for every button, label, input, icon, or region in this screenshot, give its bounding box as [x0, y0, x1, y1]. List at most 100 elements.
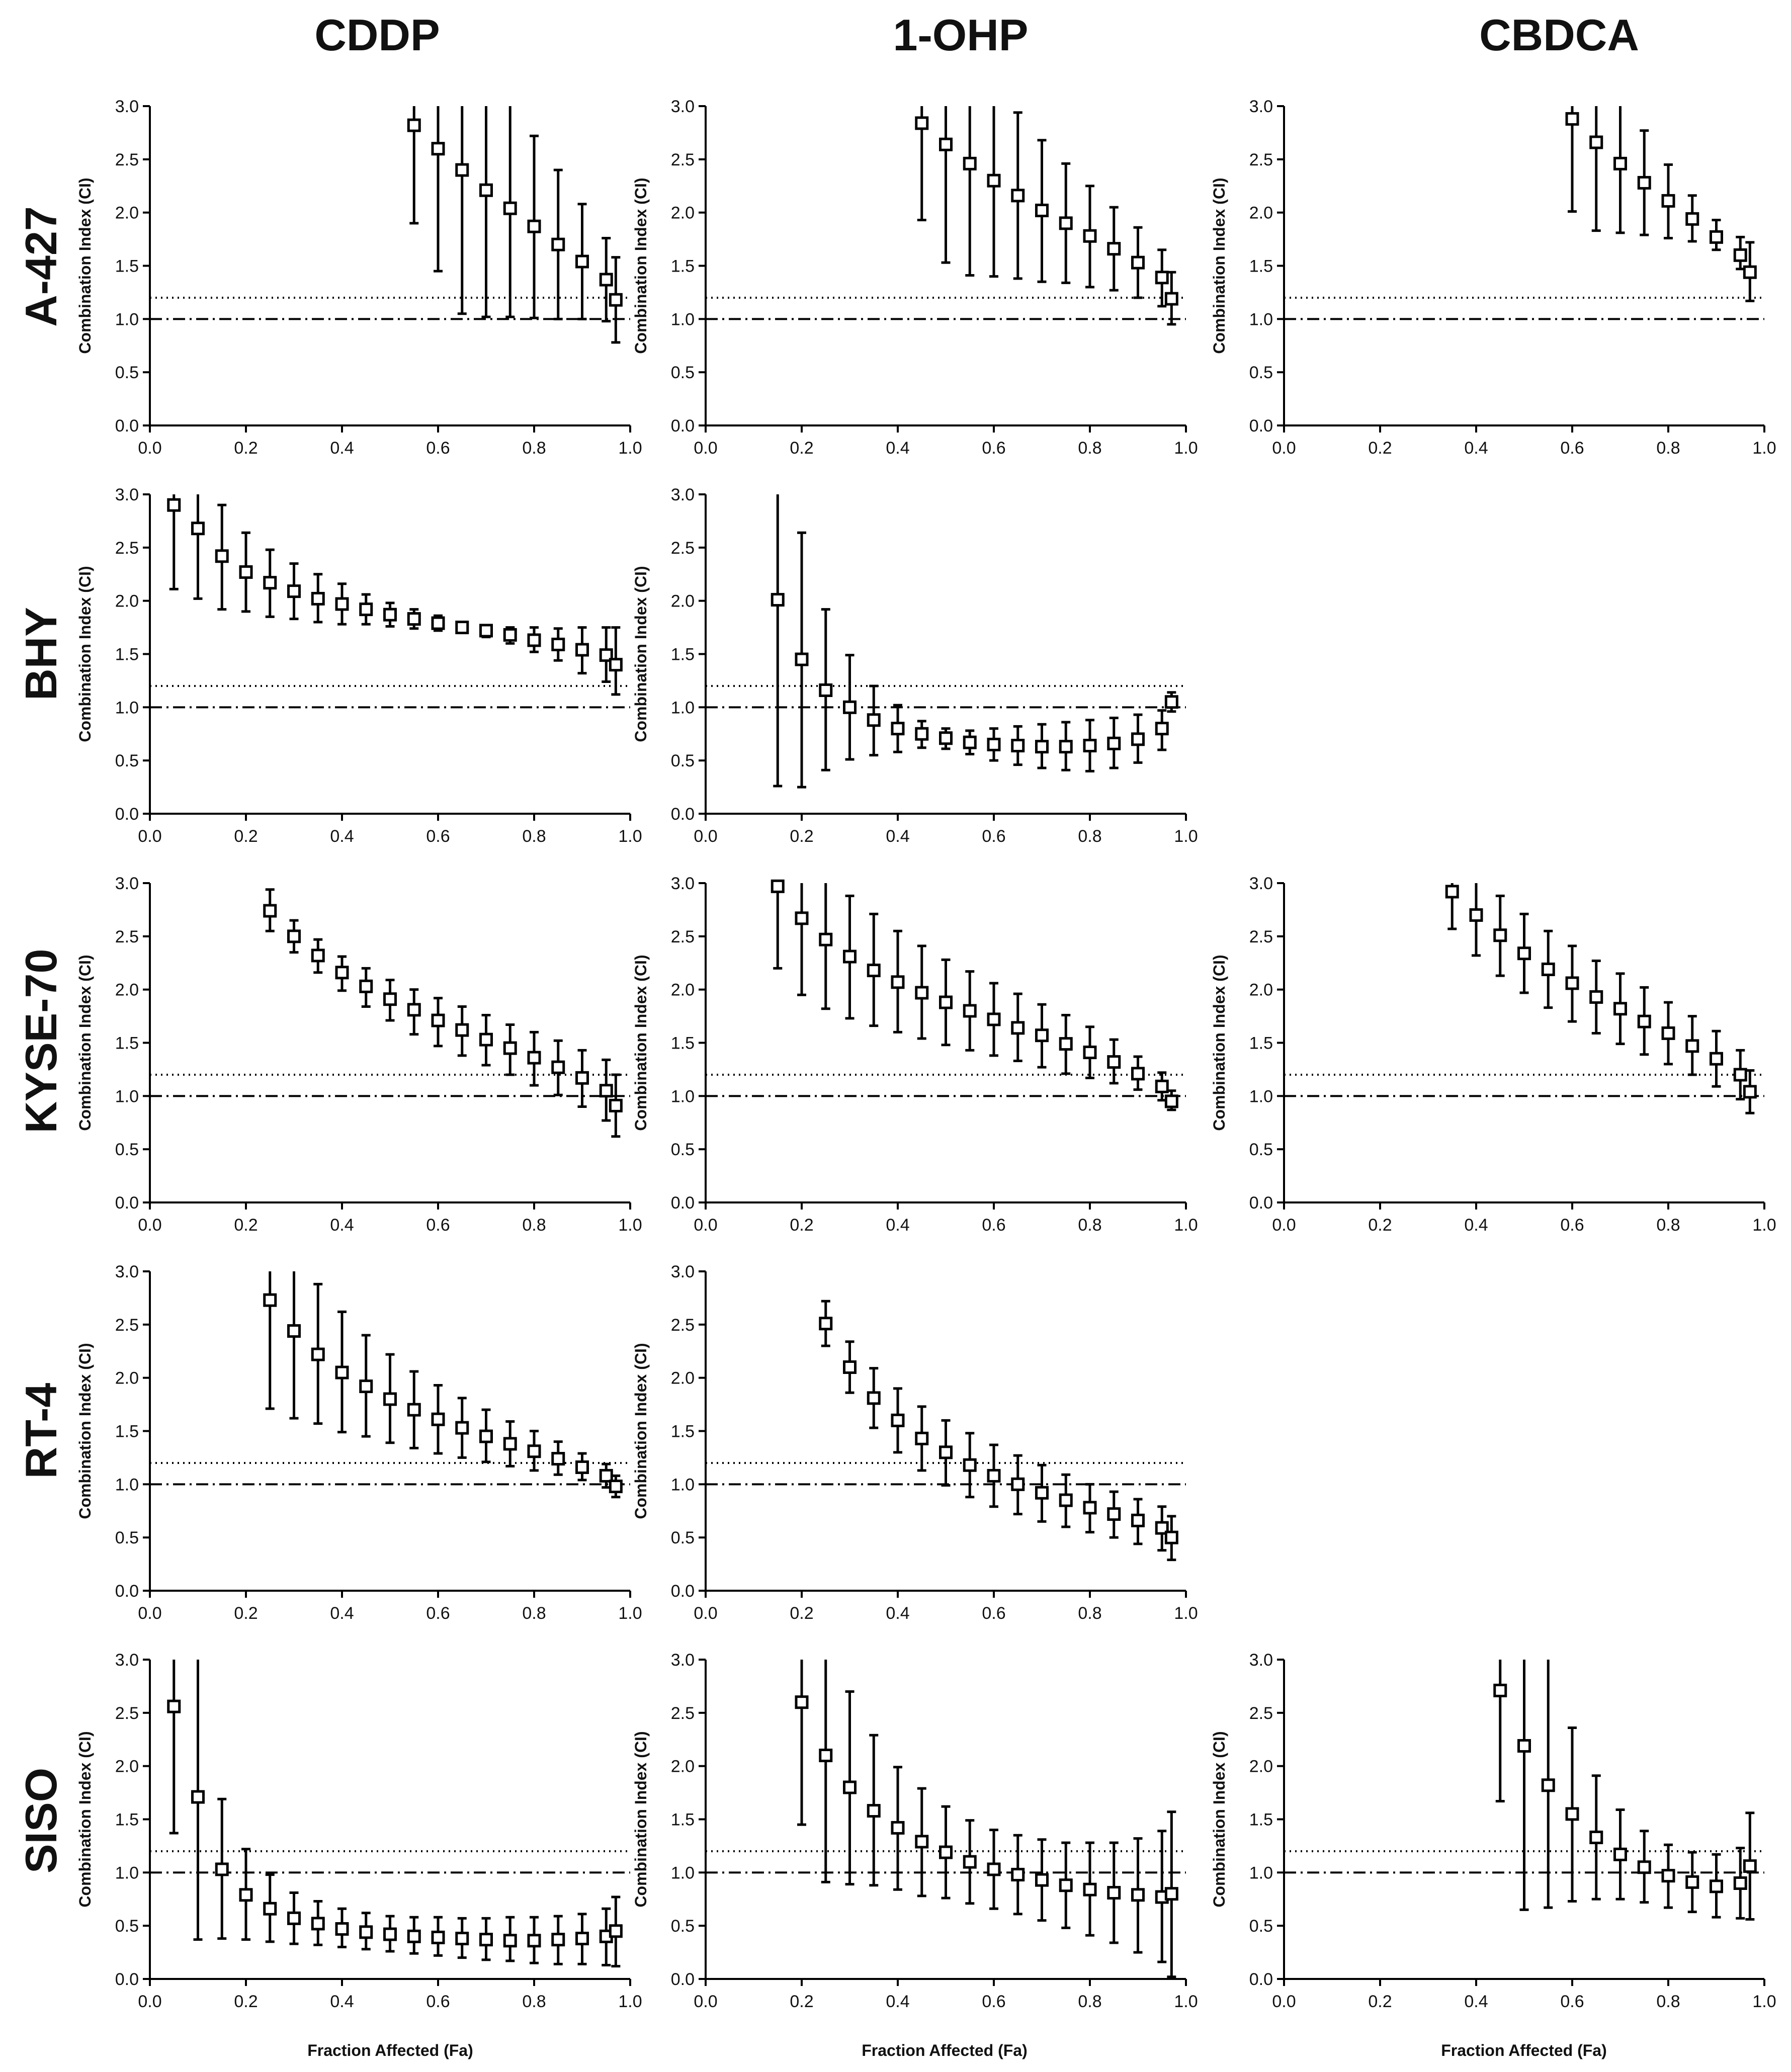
panel-a-427-cbdca: 0.0 0.5 1.0 1.5 2.0 2.5 3.0 0.0 0.2 0.4 0.6 0.8 1.0 C… [1210, 97, 1776, 458]
x-tick-label: 0.0 [138, 1604, 161, 1623]
y-tick-label: 2.5 [115, 150, 139, 169]
data-point [1164, 1530, 1178, 1544]
data-point [527, 1444, 541, 1458]
data-point [771, 593, 785, 607]
x-tick-label: 0.6 [1560, 439, 1584, 458]
panel-rt-4-cddp: 0.0 0.5 1.0 1.5 2.0 2.5 3.0 0.0 0.2 0.4 0.6 0.8 1.0 C… [76, 1262, 642, 1623]
data-point [359, 602, 373, 617]
panel-siso-cddp: 0.0 0.5 1.0 1.5 2.0 2.5 3.0 0.0 0.2 0.4 0.6 0.8 1.0 C… [76, 1651, 642, 2011]
y-tick-label: 2.5 [671, 927, 695, 946]
x-tick-label: 0.6 [426, 1604, 450, 1623]
column-title-cddp: CDDP [314, 10, 440, 60]
data-point [503, 1041, 517, 1055]
panel-siso-1-ohp: 0.0 0.5 1.0 1.5 2.0 2.5 3.0 0.0 0.2 0.4 0.6 0.8 1.0 C… [632, 1651, 1198, 2011]
x-tick-label: 0.2 [234, 827, 258, 846]
y-tick-label: 3.0 [115, 1651, 139, 1670]
data-point [263, 1293, 277, 1307]
data-point [551, 1060, 565, 1074]
x-tick-label: 0.0 [694, 827, 717, 846]
panel-a-427-cddp: 0.0 0.5 1.0 1.5 2.0 2.5 3.0 0.0 0.2 0.4 0.6 0.8 1.0 C… [76, 97, 642, 458]
data-point [1469, 908, 1483, 922]
data-point [1131, 1067, 1145, 1081]
data-point [1107, 1886, 1121, 1900]
y-tick-label: 0.0 [671, 1970, 695, 1989]
y-tick-label: 3.0 [115, 874, 139, 893]
data-point [1743, 265, 1757, 279]
data-point [1083, 1046, 1097, 1060]
y-tick-label: 2.0 [115, 592, 139, 611]
data-point [939, 137, 953, 151]
x-tick-label: 0.0 [138, 439, 161, 458]
x-tick-label: 0.6 [426, 439, 450, 458]
x-tick-label: 0.4 [886, 1992, 909, 2011]
x-tick-label: 0.8 [522, 1992, 546, 2011]
data-point [383, 608, 397, 622]
data-point [383, 992, 397, 1006]
x-tick-label: 0.6 [982, 439, 1005, 458]
y-tick-label: 3.0 [671, 1262, 695, 1281]
x-tick-label: 0.6 [982, 827, 1005, 846]
data-point [939, 1445, 953, 1459]
y-tick-label: 1.5 [115, 257, 139, 276]
x-tick-label: 1.0 [1174, 1216, 1198, 1235]
x-tick-label: 0.6 [982, 1992, 1005, 2011]
data-point [527, 219, 541, 233]
panel-kyse-70-cbdca: 0.0 0.5 1.0 1.5 2.0 2.5 3.0 0.0 0.2 0.4 0.6 0.8 1.0 C… [1210, 874, 1776, 1235]
y-tick-label: 2.0 [115, 1757, 139, 1776]
x-tick-label: 1.0 [1752, 1992, 1776, 2011]
x-axis-title-cddp: Fraction Affected (Fa) [307, 2041, 473, 2059]
y-axis-title: Combination Index (CI) [632, 955, 650, 1131]
y-tick-label: 2.5 [671, 150, 695, 169]
data-point [1035, 1486, 1049, 1500]
data-point [503, 628, 517, 642]
data-point [843, 949, 857, 964]
data-point [431, 1930, 445, 1944]
data-point [609, 293, 623, 307]
data-point [575, 1460, 589, 1474]
data-point [239, 565, 253, 579]
x-tick-label: 0.8 [522, 1604, 546, 1623]
x-tick-label: 0.8 [1078, 827, 1101, 846]
y-tick-label: 2.0 [1249, 981, 1273, 1000]
data-point [1164, 292, 1178, 306]
x-tick-label: 0.0 [138, 1992, 161, 2011]
y-tick-label: 1.5 [115, 1810, 139, 1830]
panel-kyse-70-1-ohp: 0.0 0.5 1.0 1.5 2.0 2.5 3.0 0.0 0.2 0.4 0.6 0.8 1.0 C… [632, 874, 1198, 1235]
data-point [191, 522, 205, 536]
y-tick-label: 0.5 [115, 1528, 139, 1547]
data-point [455, 163, 469, 177]
data-point [1059, 1878, 1073, 1892]
data-point [1107, 1507, 1121, 1521]
x-tick-label: 0.8 [1078, 1992, 1101, 2011]
x-tick-label: 0.0 [1272, 439, 1296, 458]
x-tick-label: 0.6 [426, 1216, 450, 1235]
y-axis-title: Combination Index (CI) [632, 566, 650, 742]
data-point [1083, 229, 1097, 243]
row-title-kyse-70: KYSE-70 [16, 949, 66, 1134]
y-tick-label: 1.5 [115, 645, 139, 664]
y-tick-label: 0.0 [1249, 1193, 1273, 1213]
y-tick-label: 1.5 [671, 257, 695, 276]
x-tick-label: 0.4 [330, 439, 354, 458]
x-tick-label: 0.4 [1464, 1992, 1488, 2011]
y-tick-label: 0.5 [115, 751, 139, 770]
data-point [311, 1917, 325, 1931]
data-point [527, 1934, 541, 1948]
data-point [1035, 203, 1049, 217]
data-point [1131, 732, 1145, 746]
panel-kyse-70-cddp: 0.0 0.5 1.0 1.5 2.0 2.5 3.0 0.0 0.2 0.4 0.6 0.8 1.0 C… [76, 874, 642, 1235]
x-tick-label: 1.0 [1174, 1992, 1198, 2011]
y-tick-label: 3.0 [115, 485, 139, 504]
data-point [819, 1317, 833, 1331]
data-point [1710, 230, 1723, 244]
x-tick-label: 0.4 [1464, 439, 1488, 458]
x-tick-label: 1.0 [618, 1216, 642, 1235]
data-point [1733, 248, 1747, 262]
data-point [215, 549, 229, 563]
data-point [1131, 255, 1145, 270]
data-point [551, 1452, 565, 1466]
data-point [867, 1804, 881, 1818]
data-point [795, 1695, 809, 1709]
data-point [359, 1379, 373, 1394]
